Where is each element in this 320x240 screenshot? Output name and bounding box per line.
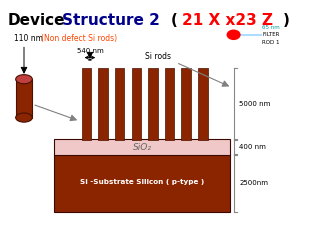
Text: 2500nm: 2500nm [239,180,268,186]
Text: 400 nm: 400 nm [239,144,266,150]
Ellipse shape [16,75,32,84]
Text: FILTER: FILTER [262,32,280,37]
Text: 110 nm: 110 nm [14,34,46,43]
Text: 65 nm: 65 nm [262,25,280,30]
Bar [54,154,230,212]
Text: (Non defect Si rods): (Non defect Si rods) [41,34,117,43]
Bar [132,68,141,140]
Bar [165,68,174,140]
Text: SiO₂: SiO₂ [133,143,152,151]
Text: ): ) [283,13,290,28]
Text: 540 nm: 540 nm [76,48,103,54]
Bar [148,68,158,140]
Ellipse shape [16,113,32,122]
Text: ROD 1: ROD 1 [262,40,280,44]
Bar [16,79,32,118]
Bar [198,68,208,140]
Text: 5000 nm: 5000 nm [239,101,270,108]
Text: Si -Substrate Silicon ( p-type ): Si -Substrate Silicon ( p-type ) [80,179,204,185]
Bar [98,68,108,140]
Text: Device: Device [8,13,66,28]
Text: Structure 2: Structure 2 [62,13,160,28]
Circle shape [227,30,241,40]
Text: Si rods: Si rods [145,52,172,61]
Bar [115,68,124,140]
Bar [54,139,230,155]
Text: (: ( [171,13,178,28]
Bar [82,68,91,140]
Bar [181,68,191,140]
Text: 21 X x23 Z: 21 X x23 Z [182,13,273,28]
